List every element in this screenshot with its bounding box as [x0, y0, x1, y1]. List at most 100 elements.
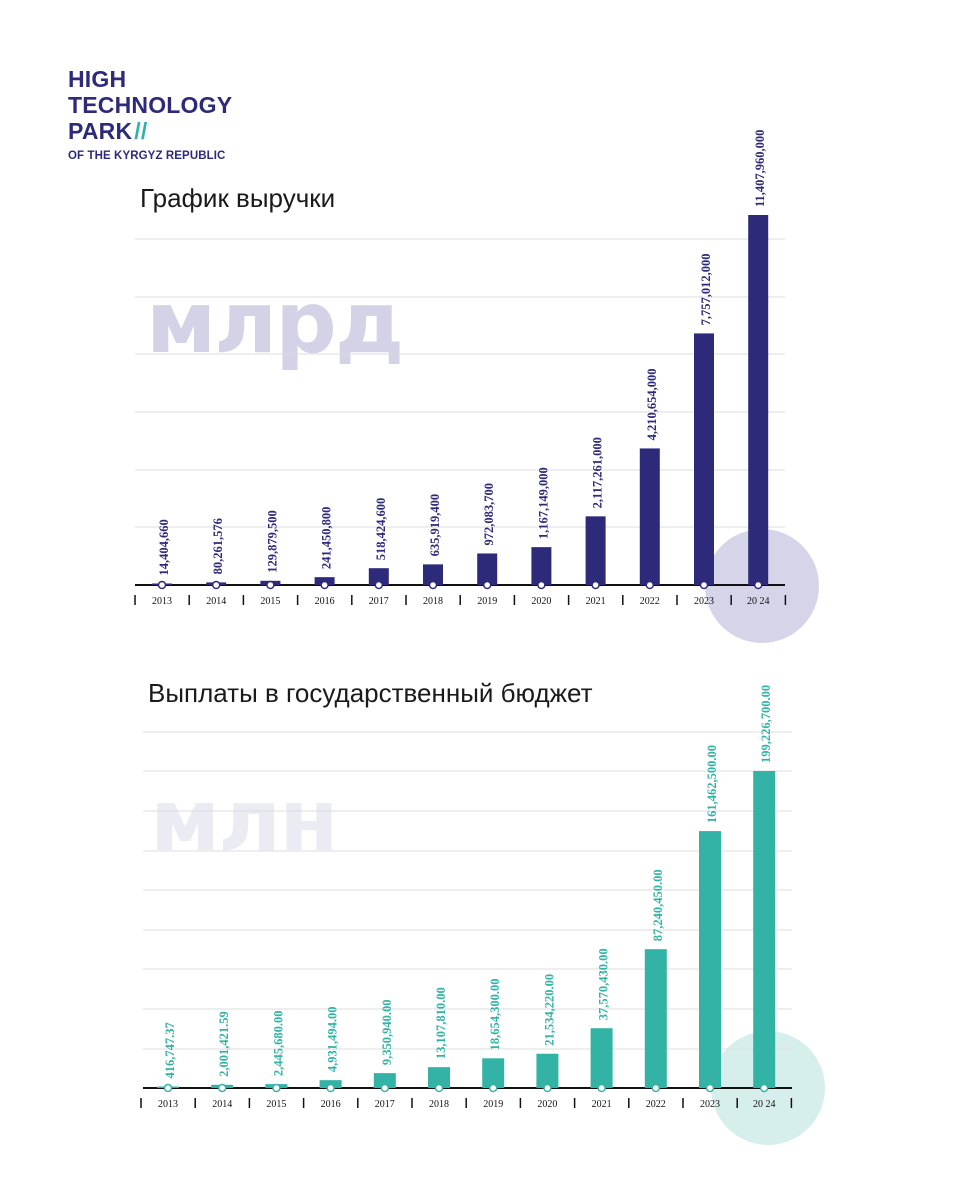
data-label: 14,404,660 — [157, 519, 171, 575]
bar-dot — [163, 1083, 173, 1093]
budget-chart-title: Выплаты в государственный бюджет — [148, 678, 593, 708]
x-tick-label: 2014 — [212, 1099, 232, 1110]
bar — [585, 516, 606, 585]
data-label: 1,167,149,000 — [536, 467, 550, 539]
data-label: 37,570,430.00 — [597, 948, 611, 1020]
x-tick-label: 2019 — [483, 1099, 503, 1110]
unit-watermark: млрд — [146, 273, 402, 373]
logo-slashes: // — [134, 118, 148, 144]
bar-dot — [211, 580, 221, 590]
bar — [699, 831, 721, 1088]
x-tick-label: 2020 — [531, 596, 551, 607]
bar-dot — [543, 1083, 552, 1093]
bar-dot — [759, 1083, 769, 1093]
data-label: 80,261,576 — [211, 518, 225, 574]
x-tick-label: 2013 — [158, 1099, 178, 1110]
bar — [531, 547, 552, 585]
bar-dot — [266, 580, 275, 590]
bar — [482, 1058, 505, 1088]
bar — [694, 333, 714, 585]
x-tick-label: 2013 — [152, 596, 172, 607]
bar-dot — [320, 580, 329, 590]
bar-dot — [217, 1083, 227, 1093]
data-label: 11,407,960,000 — [753, 130, 767, 207]
data-label: 21,534,220.00 — [542, 974, 556, 1046]
x-tick-label: 2023 — [694, 596, 714, 607]
bar-dot — [434, 1083, 444, 1093]
logo: HIGH TECHNOLOGY PARK// OF THE KYRGYZ REP… — [68, 66, 232, 163]
bar — [536, 1053, 559, 1088]
x-tick-label: 2015 — [260, 596, 280, 607]
x-tick-label: 2020 — [537, 1099, 557, 1110]
data-label: 241,450,800 — [320, 507, 334, 570]
bar-dot — [591, 580, 600, 590]
x-tick-label: 2016 — [321, 1099, 341, 1110]
x-tick-label: 2017 — [375, 1099, 395, 1110]
data-label: 7,757,012,000 — [699, 254, 713, 326]
x-tick-label: 2015 — [266, 1099, 286, 1110]
bar — [373, 1073, 396, 1088]
bar-dot — [374, 580, 384, 590]
bar-dot — [753, 580, 763, 590]
bar — [477, 553, 498, 585]
data-label: 13,107,810.00 — [434, 987, 448, 1059]
bar — [423, 564, 443, 585]
logo-park: PARK — [68, 118, 133, 144]
x-tick-label: 2016 — [315, 596, 335, 607]
data-label: 2,445,680.00 — [271, 1010, 285, 1076]
bar — [590, 1028, 613, 1088]
bar-dot — [326, 1083, 335, 1093]
data-label: 4,931,494.00 — [326, 1007, 340, 1073]
data-label: 87,240,450.00 — [651, 869, 665, 941]
bar — [644, 949, 667, 1088]
data-label: 18,654,300.00 — [488, 978, 502, 1050]
x-tick-label: 20 24 — [753, 1099, 776, 1110]
bar-dot — [645, 580, 655, 590]
logo-line-3: PARK// — [68, 118, 232, 144]
data-label: 972,083,700 — [482, 483, 496, 546]
x-tick-label: 2017 — [369, 596, 389, 607]
x-tick-label: 2018 — [429, 1099, 449, 1110]
data-label: 2,117,261,000 — [591, 437, 605, 508]
data-label: 9,350,940.00 — [380, 999, 394, 1065]
x-tick-label: 20 24 — [747, 596, 770, 607]
x-tick-label: 2021 — [592, 1099, 612, 1110]
bar-dot — [380, 1083, 390, 1093]
x-tick-label: 2021 — [586, 596, 606, 607]
data-label: 2,001,421.59 — [217, 1011, 231, 1077]
revenue-chart-title: График выручки — [140, 183, 336, 213]
data-label: 635,919,400 — [428, 494, 442, 557]
bar — [428, 1067, 450, 1088]
bar — [753, 771, 776, 1088]
bar-dot — [428, 580, 438, 590]
revenue-chart: млрд 14,404,660 2013 80,261,576 2014 129,879,… — [134, 130, 819, 643]
logo-subtitle: OF THE KYRGYZ REPUBLIC — [68, 150, 226, 162]
unit-watermark: млн — [150, 771, 337, 871]
bar-dot — [705, 1083, 715, 1093]
x-tick-label: 2022 — [646, 1099, 666, 1110]
data-label: 129,879,500 — [265, 510, 279, 573]
bar-dot — [699, 580, 709, 590]
bar — [368, 568, 389, 585]
x-tick-label: 2023 — [700, 1099, 720, 1110]
data-label: 518,424,600 — [374, 498, 388, 561]
data-label: 416,747.37 — [163, 1022, 177, 1078]
data-label: 199,226,700.00 — [759, 685, 773, 763]
logo-line-2: TECHNOLOGY — [68, 92, 233, 118]
x-tick-label: 2019 — [477, 596, 497, 607]
bar-dot — [651, 1083, 661, 1093]
bar-dot — [488, 1083, 498, 1093]
data-label: 4,210,654,000 — [645, 369, 659, 441]
bar — [639, 448, 660, 585]
x-tick-label: 2018 — [423, 596, 443, 607]
bar-dot — [537, 580, 546, 590]
bar-dot — [597, 1083, 606, 1093]
data-label: 161,462,500.00 — [705, 745, 719, 823]
x-tick-label: 2014 — [206, 596, 226, 607]
bar-dot — [482, 580, 492, 590]
bar-dot — [272, 1083, 281, 1093]
bar — [748, 215, 769, 585]
x-tick-label: 2022 — [640, 596, 660, 607]
bar-dot — [157, 580, 167, 590]
